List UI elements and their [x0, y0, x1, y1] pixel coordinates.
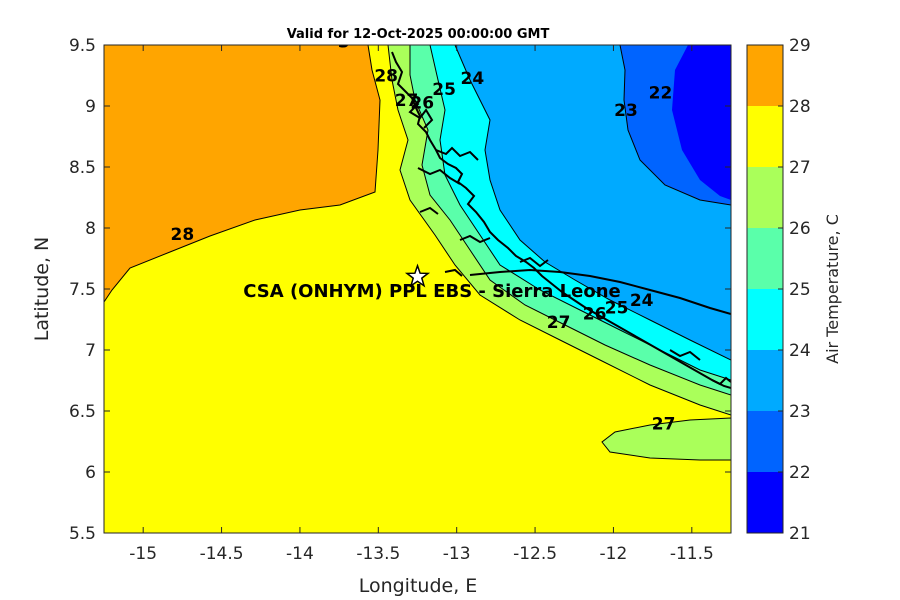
y-tick-label: 6.5 — [69, 402, 96, 422]
y-tick-label: 7 — [85, 341, 96, 361]
contour-label: 3 — [338, 32, 350, 52]
colorbar-tick-label: 22 — [789, 463, 811, 483]
y-tick-label: 8.5 — [69, 158, 96, 178]
x-tick-label: -15 — [129, 544, 157, 564]
contour-label: 26 — [583, 305, 607, 325]
band-blob-27 — [601, 417, 731, 461]
x-tick-label: -13 — [443, 544, 471, 564]
contour-label: 28 — [374, 67, 398, 87]
colorbar-tick-label: 29 — [789, 36, 811, 56]
contour-label: 23 — [614, 101, 638, 121]
contour-label: 27 — [395, 91, 419, 111]
y-axis-label: Latitude, N — [31, 237, 53, 342]
colorbar-tick-label: 23 — [789, 402, 811, 422]
contour-label: 26 — [410, 93, 434, 113]
colorbar-swatch — [747, 411, 783, 472]
x-tick-label: -12.5 — [513, 544, 557, 564]
colorbar-label: Air Temperature, C — [823, 214, 842, 364]
y-tick-label: 6 — [85, 463, 96, 483]
band-20-21 — [672, 45, 731, 200]
contour-label: 25 — [605, 298, 629, 318]
contour-label: 22 — [649, 84, 673, 104]
contour-label: 24 — [630, 291, 654, 311]
site-label: CSA (ONHYM) PPL EBS - Sierra Leone — [243, 281, 620, 302]
y-tick-label: 9 — [85, 97, 96, 117]
y-tick-label: 5.5 — [69, 524, 96, 544]
colorbar-swatch — [747, 289, 783, 350]
contour-label: 27 — [547, 313, 571, 333]
colorbar-tick-label: 26 — [789, 219, 811, 239]
y-axis-ticks: 5.5 6 6.5 7 7.5 8 8.5 9 9.5 — [69, 36, 731, 544]
y-tick-label: 9.5 — [69, 36, 96, 56]
colorbar-tick-label: 25 — [789, 280, 811, 300]
colorbar-tick-label: 27 — [789, 158, 811, 178]
x-tick-label: -12 — [600, 544, 628, 564]
y-tick-label: 7.5 — [69, 280, 96, 300]
star-icon — [404, 263, 431, 288]
x-tick-label: -13.5 — [356, 544, 400, 564]
x-axis-label: Longitude, E — [359, 575, 478, 597]
colorbar-swatch — [747, 472, 783, 533]
map-title: Valid for 12-Oct-2025 00:00:00 GMT — [287, 27, 550, 42]
contour-label: 24 — [461, 69, 485, 89]
colorbar: 21 22 23 24 25 26 27 28 29 — [746, 36, 811, 544]
x-tick-label: -11.5 — [670, 544, 714, 564]
contour-label: 27 — [652, 414, 676, 434]
contour-label: 25 — [432, 80, 456, 100]
colorbar-swatch — [747, 45, 783, 106]
colorbar-tick-label: 21 — [789, 524, 811, 544]
band-27-28 — [104, 45, 380, 302]
y-tick-label: 8 — [85, 219, 96, 239]
x-axis-ticks: -15 -14.5 -14 -13.5 -13 -12.5 -12 -11.5 — [129, 45, 714, 564]
colorbar-swatch — [747, 350, 783, 411]
colorbar-tick-label: 28 — [789, 97, 811, 117]
contour-lines — [104, 45, 731, 416]
site-marker — [404, 263, 431, 288]
colorbar-tick-label: 24 — [789, 341, 811, 361]
colorbar-swatch — [747, 106, 783, 167]
x-tick-label: -14.5 — [200, 544, 244, 564]
colorbar-swatch — [747, 228, 783, 289]
x-tick-label: -14 — [286, 544, 314, 564]
coastline — [391, 51, 731, 389]
colorbar-swatch — [747, 167, 783, 228]
contour-label: 28 — [171, 225, 195, 245]
